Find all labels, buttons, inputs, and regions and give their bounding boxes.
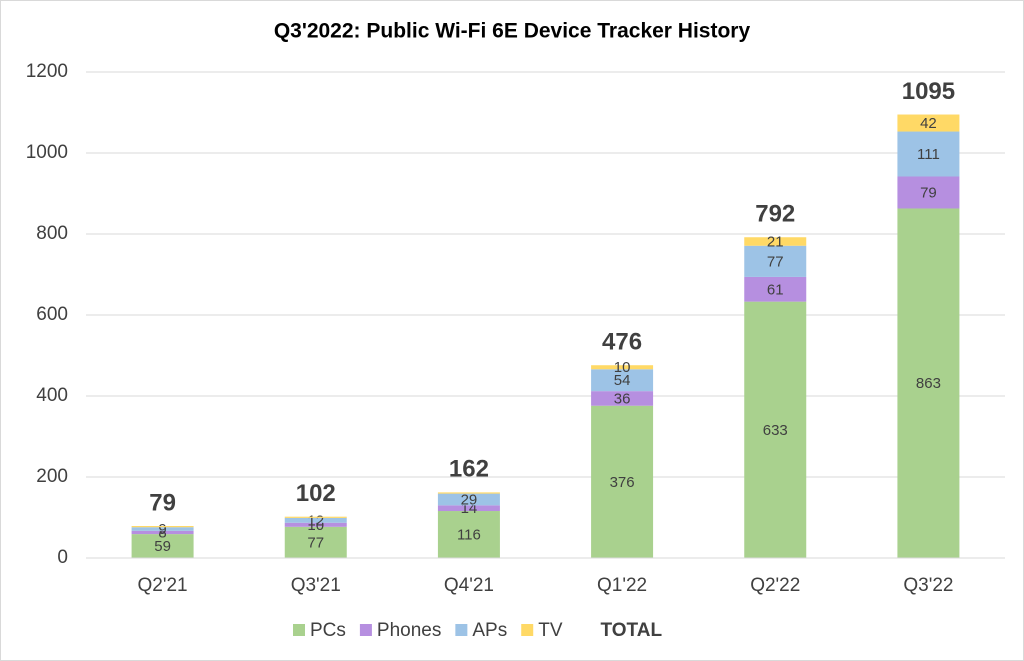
legend-swatch — [293, 624, 305, 636]
bar-segment — [131, 534, 194, 558]
value-label: 633 — [763, 422, 788, 439]
bar-segment — [591, 405, 654, 558]
value-label: 61 — [767, 281, 784, 298]
bar-segment — [897, 176, 960, 209]
value-label: 36 — [614, 390, 631, 407]
bar-segment — [284, 516, 347, 518]
value-label: 376 — [610, 474, 635, 491]
x-tick-label: Q2'21 — [138, 575, 188, 596]
bar-segment — [897, 131, 960, 177]
legend-swatch — [521, 624, 534, 636]
bar-segment — [437, 505, 500, 512]
bar-segment — [591, 369, 654, 392]
value-label: 863 — [916, 375, 941, 392]
bar-segment — [284, 517, 347, 523]
bar-segment — [744, 276, 807, 302]
value-label: 10 — [614, 359, 631, 376]
bar-segment — [284, 522, 347, 527]
total-label: 102 — [296, 480, 336, 507]
bar-segment — [437, 492, 500, 494]
x-tick-label: Q3'21 — [291, 575, 341, 596]
bar-segment — [131, 527, 194, 531]
x-tick-label: Q1'22 — [597, 575, 647, 596]
legend-swatch — [455, 624, 468, 636]
x-tick-label: Q2'22 — [750, 575, 800, 596]
bar-segment — [897, 208, 960, 559]
legend-label: TV — [538, 620, 563, 641]
value-label: 42 — [920, 115, 937, 132]
total-label: 162 — [449, 456, 489, 483]
y-tick-label: 0 — [57, 547, 68, 568]
chart-title: Q3'2022: Public Wi-Fi 6E Device Tracker … — [274, 20, 751, 43]
total-label: 79 — [149, 489, 176, 516]
bar-segment — [591, 365, 654, 370]
bar-segment — [897, 114, 960, 132]
value-label: 116 — [457, 526, 481, 543]
bar-segment — [744, 245, 807, 277]
y-tick-label: 800 — [36, 223, 68, 244]
legend-label: TOTAL — [601, 620, 663, 641]
legend-label: APs — [472, 620, 507, 641]
y-tick-label: 600 — [36, 304, 68, 325]
bar-segment — [131, 526, 194, 528]
bar-segment — [284, 526, 347, 558]
bar-segment — [437, 511, 500, 558]
value-label: 54 — [614, 372, 631, 389]
total-label: 476 — [602, 329, 642, 356]
value-label: 8 — [158, 524, 166, 541]
value-label: 111 — [917, 146, 940, 163]
total-label: 1095 — [902, 78, 955, 105]
bar-segment — [591, 391, 654, 406]
legend-label: Phones — [377, 620, 441, 641]
y-tick-label: 400 — [36, 385, 68, 406]
value-label: 21 — [767, 233, 784, 250]
value-label: 29 — [461, 491, 478, 508]
legend-label: PCs — [310, 620, 346, 641]
value-label: 9 — [158, 521, 166, 538]
legend-swatch — [359, 624, 372, 636]
total-label: 792 — [755, 201, 795, 228]
bar-segment — [744, 237, 807, 246]
value-label: 77 — [307, 534, 324, 551]
value-label: 59 — [154, 538, 171, 555]
value-label: 77 — [767, 253, 784, 270]
bar-segment — [131, 530, 194, 535]
value-label: 12 — [307, 512, 324, 529]
y-tick-label: 200 — [36, 466, 68, 487]
x-tick-label: Q4'21 — [444, 575, 494, 596]
value-label: 79 — [920, 184, 937, 201]
x-tick-label: Q3'22 — [903, 575, 953, 596]
y-tick-label: 1200 — [26, 61, 68, 82]
bar-segment — [437, 493, 500, 506]
y-tick-label: 1000 — [26, 142, 68, 163]
bar-segment — [744, 301, 807, 558]
